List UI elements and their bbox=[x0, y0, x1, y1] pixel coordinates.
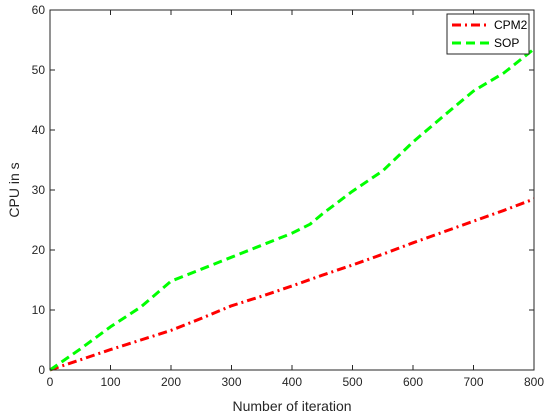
x-tick-label: 100 bbox=[100, 375, 120, 389]
series-layer bbox=[49, 47, 535, 372]
y-axis-label: CPU in s bbox=[6, 162, 22, 217]
y-tick-label: 0 bbox=[38, 363, 45, 377]
y-tick-label: 60 bbox=[32, 3, 46, 17]
plot-area bbox=[50, 10, 534, 370]
x-tick-label: 600 bbox=[403, 375, 423, 389]
x-tick-label: 0 bbox=[47, 375, 54, 389]
legend-label-cpm2: CPM2 bbox=[494, 18, 528, 32]
legend: CPM2 SOP bbox=[446, 13, 530, 55]
y-tick-label: 40 bbox=[32, 123, 46, 137]
series-line-sop bbox=[49, 47, 535, 372]
y-tick-label: 20 bbox=[32, 243, 46, 257]
x-axis-label: Number of iteration bbox=[232, 398, 351, 414]
y-tick-label: 30 bbox=[32, 183, 46, 197]
x-tick-label: 700 bbox=[463, 375, 483, 389]
x-tick-label: 800 bbox=[524, 375, 544, 389]
y-tick-label: 50 bbox=[32, 63, 46, 77]
axes-layer: 0 100 200 300 400 500 600 700 800 0 10 20 30 40 50 60 bbox=[32, 3, 545, 389]
legend-label-sop: SOP bbox=[494, 36, 519, 50]
legend-box bbox=[446, 13, 530, 55]
x-tick-label: 500 bbox=[342, 375, 362, 389]
x-tick-label: 400 bbox=[282, 375, 302, 389]
x-tick-label: 300 bbox=[221, 375, 241, 389]
x-tick-label: 200 bbox=[161, 375, 181, 389]
y-tick-label: 10 bbox=[32, 303, 46, 317]
plot-frame bbox=[50, 10, 534, 370]
